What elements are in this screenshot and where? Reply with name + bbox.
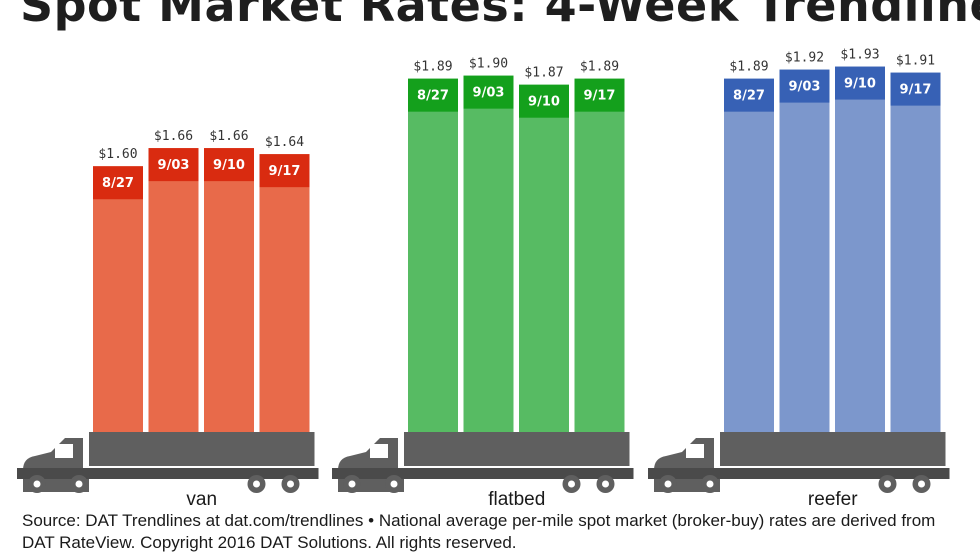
value-label: $1.89: [413, 60, 452, 75]
chassis-rail: [332, 468, 634, 479]
value-label: $1.93: [840, 48, 879, 63]
wheel-hub: [884, 480, 891, 488]
value-label: $1.90: [469, 57, 508, 72]
bar: [93, 166, 143, 433]
group-label: van: [186, 489, 217, 510]
cab-window: [370, 444, 388, 458]
wheel-hub: [390, 480, 398, 488]
bar-cap: [463, 75, 514, 109]
bar: [835, 66, 885, 432]
cab-window: [686, 444, 704, 458]
truck-icon: [648, 432, 950, 493]
wheel-hub: [664, 480, 672, 488]
bar: [574, 78, 625, 432]
chassis-rail: [17, 468, 319, 479]
value-label: $1.64: [265, 135, 304, 150]
value-label: $1.92: [785, 51, 824, 66]
category-label: 8/27: [102, 176, 134, 191]
category-label: 8/27: [417, 89, 449, 104]
value-label: $1.89: [580, 60, 619, 75]
chart-title: Spot Market Rates: 4-Week Trendlines: [20, 0, 980, 32]
wheel-hub: [348, 480, 356, 488]
value-label: $1.66: [209, 129, 248, 144]
wheel-hub: [568, 480, 575, 488]
bar: [463, 75, 514, 432]
trailer-body: [89, 432, 315, 466]
value-label: $1.87: [524, 66, 563, 81]
trailer-body: [720, 432, 946, 466]
bar: [779, 69, 830, 432]
bar-cap: [890, 72, 941, 106]
wheel-hub: [918, 480, 925, 488]
category-label: 9/03: [473, 86, 505, 101]
cab-window: [55, 444, 73, 458]
group-label: flatbed: [488, 489, 545, 510]
bar: [724, 78, 774, 432]
bar-group-van: 8/27 $1.60 9/03 $1.66 9/10 $1.66 9/17 $1.64 van: [17, 129, 319, 510]
bar-cap: [779, 69, 830, 103]
category-label: 9/10: [213, 158, 245, 173]
bar-cap: [259, 154, 310, 188]
category-label: 9/17: [269, 164, 301, 179]
wheel-hub: [253, 480, 260, 488]
bar: [204, 148, 254, 432]
group-label: reefer: [808, 489, 858, 510]
wheel-hub: [602, 480, 609, 488]
trailer-body: [404, 432, 630, 466]
bar-cap: [519, 84, 569, 118]
bar: [259, 154, 310, 432]
truck-icon: [17, 432, 319, 493]
value-label: $1.89: [729, 60, 768, 75]
source-note: Source: DAT Trendlines at dat.com/trendl…: [22, 511, 936, 552]
wheel-hub: [75, 480, 83, 488]
bar-cap: [204, 148, 254, 182]
chassis-rail: [648, 468, 950, 479]
value-label: $1.66: [154, 129, 193, 144]
category-label: 9/03: [789, 80, 821, 95]
bar-cap: [93, 166, 143, 200]
bar-cap: [148, 148, 199, 182]
category-label: 9/10: [844, 77, 876, 92]
bar-cap: [408, 78, 458, 112]
bar: [148, 148, 199, 432]
bar-cap: [835, 66, 885, 100]
bar-group-reefer: 8/27 $1.89 9/03 $1.92 9/10 $1.93 9/17 $1.91 reef…: [648, 48, 950, 510]
truck-icon: [332, 432, 634, 493]
category-label: 9/17: [584, 89, 616, 104]
bar: [408, 78, 458, 432]
wheel-hub: [706, 480, 714, 488]
value-label: $1.91: [896, 54, 935, 69]
category-label: 8/27: [733, 89, 765, 104]
bar: [890, 72, 941, 433]
category-label: 9/03: [158, 158, 190, 173]
category-label: 9/10: [528, 95, 560, 110]
bar-cap: [574, 78, 625, 112]
wheel-hub: [287, 480, 294, 488]
category-label: 9/17: [900, 83, 932, 98]
bar-group-flatbed: 8/27 $1.89 9/03 $1.90 9/10 $1.87 9/17 $1.89 flat…: [332, 57, 634, 510]
bar: [519, 84, 569, 432]
wheel-hub: [33, 480, 41, 488]
bar-cap: [724, 78, 774, 112]
value-label: $1.60: [98, 147, 137, 162]
